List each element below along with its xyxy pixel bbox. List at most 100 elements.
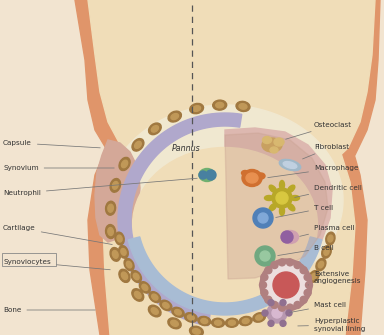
Ellipse shape xyxy=(119,157,130,171)
Circle shape xyxy=(261,274,268,281)
Polygon shape xyxy=(225,128,332,282)
Ellipse shape xyxy=(253,313,265,322)
Ellipse shape xyxy=(246,173,258,183)
Circle shape xyxy=(255,246,275,266)
Polygon shape xyxy=(103,88,355,335)
Circle shape xyxy=(267,303,287,323)
Circle shape xyxy=(272,308,282,318)
Ellipse shape xyxy=(280,206,285,215)
Ellipse shape xyxy=(239,316,252,326)
Circle shape xyxy=(272,188,292,208)
Ellipse shape xyxy=(269,204,276,211)
Ellipse shape xyxy=(262,138,282,152)
Circle shape xyxy=(294,302,301,309)
Ellipse shape xyxy=(278,300,290,311)
Circle shape xyxy=(286,304,293,311)
Ellipse shape xyxy=(124,259,134,271)
Ellipse shape xyxy=(168,111,181,122)
Ellipse shape xyxy=(283,161,297,169)
Circle shape xyxy=(260,251,270,261)
Ellipse shape xyxy=(213,100,227,110)
Ellipse shape xyxy=(163,303,169,308)
Text: Fibroblast: Fibroblast xyxy=(303,144,349,159)
Ellipse shape xyxy=(121,160,127,168)
Ellipse shape xyxy=(106,201,116,215)
Ellipse shape xyxy=(171,320,178,326)
Circle shape xyxy=(278,259,286,266)
Ellipse shape xyxy=(117,235,122,242)
Ellipse shape xyxy=(152,294,158,300)
Circle shape xyxy=(286,310,292,316)
Circle shape xyxy=(265,267,272,274)
Ellipse shape xyxy=(149,123,161,135)
Text: Synoviocytes: Synoviocytes xyxy=(3,259,110,270)
Ellipse shape xyxy=(106,224,116,239)
Ellipse shape xyxy=(280,181,285,190)
Ellipse shape xyxy=(270,147,278,153)
Circle shape xyxy=(294,262,301,269)
Ellipse shape xyxy=(290,292,301,303)
Ellipse shape xyxy=(175,310,181,315)
Ellipse shape xyxy=(242,319,249,324)
Ellipse shape xyxy=(292,294,298,300)
Circle shape xyxy=(300,267,307,274)
Ellipse shape xyxy=(119,269,130,282)
Ellipse shape xyxy=(242,170,262,187)
Ellipse shape xyxy=(265,196,273,201)
Ellipse shape xyxy=(288,204,295,211)
Text: Mast cell: Mast cell xyxy=(290,302,346,313)
Ellipse shape xyxy=(274,138,284,146)
Circle shape xyxy=(268,320,274,326)
Ellipse shape xyxy=(239,104,247,109)
Ellipse shape xyxy=(142,284,148,290)
Ellipse shape xyxy=(190,326,203,335)
Polygon shape xyxy=(88,0,375,180)
Ellipse shape xyxy=(322,246,331,258)
Circle shape xyxy=(271,302,278,309)
Circle shape xyxy=(268,299,274,306)
Ellipse shape xyxy=(190,104,204,114)
Text: Bone: Bone xyxy=(3,307,95,313)
Ellipse shape xyxy=(131,271,141,282)
Text: Macrophage: Macrophage xyxy=(268,165,359,178)
Text: Plasma cell: Plasma cell xyxy=(300,225,355,237)
Ellipse shape xyxy=(225,318,238,327)
Ellipse shape xyxy=(134,291,141,298)
Circle shape xyxy=(260,281,266,288)
Text: Capsule: Capsule xyxy=(3,140,100,148)
Circle shape xyxy=(300,296,307,303)
Ellipse shape xyxy=(148,305,161,317)
Text: Pannus: Pannus xyxy=(172,143,200,152)
Circle shape xyxy=(206,170,216,180)
Ellipse shape xyxy=(215,320,222,325)
Ellipse shape xyxy=(288,185,295,192)
Ellipse shape xyxy=(139,282,151,293)
Ellipse shape xyxy=(236,102,250,112)
Polygon shape xyxy=(128,237,322,315)
Circle shape xyxy=(261,289,268,296)
Text: Cartilage: Cartilage xyxy=(3,225,112,245)
Ellipse shape xyxy=(115,232,124,245)
Ellipse shape xyxy=(257,173,265,179)
Polygon shape xyxy=(225,133,328,279)
Polygon shape xyxy=(95,140,140,242)
Text: B cell: B cell xyxy=(278,245,334,256)
Circle shape xyxy=(304,289,311,296)
Ellipse shape xyxy=(151,308,158,314)
Ellipse shape xyxy=(198,316,211,326)
Ellipse shape xyxy=(266,307,278,317)
Ellipse shape xyxy=(172,307,184,317)
Ellipse shape xyxy=(279,159,301,171)
Text: Extensive
angiogenesis: Extensive angiogenesis xyxy=(308,271,361,285)
Circle shape xyxy=(199,171,207,179)
Circle shape xyxy=(258,213,268,223)
Ellipse shape xyxy=(193,106,200,112)
Ellipse shape xyxy=(199,169,215,182)
Ellipse shape xyxy=(311,273,317,280)
Ellipse shape xyxy=(121,272,127,280)
Circle shape xyxy=(280,299,286,306)
Ellipse shape xyxy=(132,289,144,301)
Circle shape xyxy=(265,296,272,303)
Circle shape xyxy=(271,262,278,269)
Ellipse shape xyxy=(110,248,121,261)
